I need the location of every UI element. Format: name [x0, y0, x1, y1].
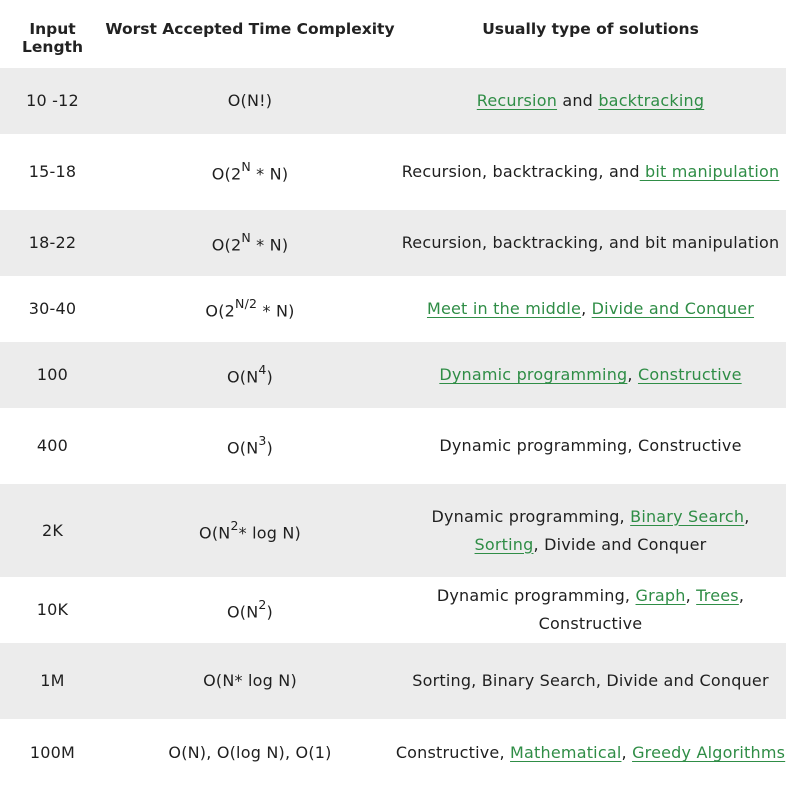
table-row: 15-18 O(2N * N) Recursion, backtracking, a… [0, 134, 786, 210]
input-length-cell: 10 -12 [26, 91, 79, 110]
solution-link[interactable]: Mathematical [510, 743, 622, 762]
input-length-cell: 15-18 [28, 162, 77, 181]
complexity-exponent: 2 [230, 517, 239, 533]
complexity-cell: O(2N/2 * N) [105, 292, 395, 325]
complexity-base: O(N [226, 602, 259, 622]
complexity-base: O(2 [205, 301, 236, 321]
solution-link[interactable]: Dynamic programming [439, 365, 628, 384]
complexity-exponent: N [241, 230, 251, 246]
header-input-length: Input Length [22, 20, 83, 56]
complexity-exponent: N/2 [235, 296, 258, 312]
input-length-cell: 100M [29, 743, 76, 762]
complexity-tail: * N) [250, 235, 289, 255]
complexity-tail: * log N) [238, 523, 301, 543]
complexity-tail: * N) [257, 301, 295, 321]
solution-link[interactable]: bit manipulation [639, 162, 780, 181]
table-row: 1M O(N* log N) Sorting, Binary Search, Div… [0, 643, 786, 719]
solutions-cell: Dynamic programming, Constructive [395, 432, 786, 460]
solutions-cell: Recursion and backtracking [395, 87, 786, 115]
complexity-base: O(N* log N) [203, 671, 297, 690]
solution-text: Dynamic programming, [431, 506, 631, 526]
complexity-base: O(N [226, 438, 259, 458]
solution-text: , [581, 299, 592, 318]
complexity-base: O(N), O(log N), O(1) [168, 743, 332, 762]
solution-text: , [621, 743, 633, 762]
solution-text: and [557, 91, 599, 110]
input-length-cell: 18-22 [28, 233, 77, 252]
complexity-cell: O(N2* log N) [105, 514, 395, 547]
complexity-table: Input Length Worst Accepted Time Complex… [0, 0, 786, 787]
solution-text: , Divide and Conquer [533, 534, 707, 554]
header-solutions: Usually type of solutions [482, 20, 699, 38]
table-row: 18-22 O(2N * N) Recursion, backtracking, a… [0, 210, 786, 276]
solutions-cell: Dynamic programming, Constructive [395, 361, 786, 389]
table-row: 100 O(N4) Dynamic programming, Constructiv… [0, 342, 786, 408]
solution-link[interactable]: Constructive [637, 365, 742, 384]
solution-link[interactable]: backtracking [598, 91, 705, 110]
header-time-complexity: Worst Accepted Time Complexity [105, 20, 395, 38]
complexity-cell: O(N3) [105, 429, 395, 462]
solution-link[interactable]: Graph [635, 586, 686, 605]
table-header: Input Length Worst Accepted Time Complex… [0, 0, 786, 68]
solution-text: Dynamic programming, [436, 586, 636, 605]
solution-text: Sorting, Binary Search, Divide and Conqu… [412, 671, 769, 690]
complexity-exponent: N [241, 159, 251, 175]
table-body: 10 -12 O(N!) Recursion and backtracking 15-… [0, 68, 786, 787]
solution-link[interactable]: Greedy Algorithms [632, 743, 786, 762]
table-row: 10K O(N2) Dynamic programming, Graph, Tree… [0, 577, 786, 643]
complexity-cell: O(N), O(log N), O(1) [105, 739, 395, 767]
complexity-base: O(2 [211, 164, 242, 184]
input-length-cell: 10K [36, 600, 69, 619]
solution-link[interactable]: Trees [696, 586, 739, 605]
solution-text: , Constructive [538, 586, 745, 633]
solution-text: Dynamic programming, Constructive [439, 436, 742, 455]
complexity-exponent: 2 [258, 597, 267, 613]
table-row: 10 -12 O(N!) Recursion and backtracking [0, 68, 786, 134]
solution-text: Constructive, [395, 743, 511, 762]
solution-text: Recursion, backtracking, and bit manipul… [401, 233, 780, 252]
input-length-cell: 30-40 [28, 299, 77, 318]
table-row: 2K O(N2* log N) Dynamic programming, Binar… [0, 484, 786, 577]
solution-text: , [685, 586, 697, 605]
solution-link[interactable]: Recursion [476, 91, 558, 110]
table-row: 400 O(N3) Dynamic programming, Constructiv… [0, 408, 786, 484]
complexity-cell: O(N* log N) [105, 667, 395, 695]
solutions-cell: Sorting, Binary Search, Divide and Conqu… [395, 667, 786, 695]
solutions-cell: Meet in the middle, Divide and Conquer [395, 295, 786, 323]
complexity-cell: O(2N * N) [105, 226, 395, 259]
input-length-cell: 100 [36, 365, 69, 384]
solutions-cell: Constructive, Mathematical, Greedy Algor… [395, 739, 786, 767]
input-length-cell: 1M [40, 671, 65, 690]
complexity-base: O(N [199, 523, 231, 543]
solutions-cell: Recursion, backtracking, and bit manipul… [395, 158, 786, 186]
complexity-exponent: 4 [258, 362, 267, 378]
complexity-base: O(2 [211, 235, 242, 255]
solution-text: , [627, 365, 638, 384]
solutions-cell: Dynamic programming, Binary Search, Sort… [395, 503, 786, 559]
input-length-cell: 2K [41, 520, 64, 540]
complexity-tail: ) [266, 602, 273, 622]
complexity-base: O(N!) [227, 91, 273, 110]
complexity-cell: O(N!) [105, 87, 395, 115]
complexity-tail: ) [266, 367, 273, 387]
complexity-exponent: 3 [258, 433, 267, 449]
input-length-cell: 400 [36, 436, 69, 455]
complexity-tail: * N) [250, 164, 289, 184]
table-row: 100M O(N), O(log N), O(1) Constructive, Ma… [0, 719, 786, 787]
solution-link[interactable]: Divide and Conquer [591, 299, 755, 318]
solutions-cell: Dynamic programming, Graph, Trees, Const… [395, 582, 786, 638]
solution-link[interactable]: Sorting [474, 534, 534, 554]
solutions-cell: Recursion, backtracking, and bit manipul… [395, 229, 786, 257]
solution-text: , [744, 506, 750, 526]
complexity-cell: O(N2) [105, 593, 395, 626]
solution-link[interactable]: Binary Search [630, 506, 745, 526]
complexity-cell: O(2N * N) [105, 155, 395, 188]
complexity-tail: ) [266, 438, 273, 458]
complexity-cell: O(N4) [105, 358, 395, 391]
solution-text: Recursion, backtracking, and [401, 162, 640, 181]
table-row: 30-40 O(2N/2 * N) Meet in the middle, Divi… [0, 276, 786, 342]
solution-link[interactable]: Meet in the middle [426, 299, 582, 318]
complexity-base: O(N [226, 367, 259, 387]
